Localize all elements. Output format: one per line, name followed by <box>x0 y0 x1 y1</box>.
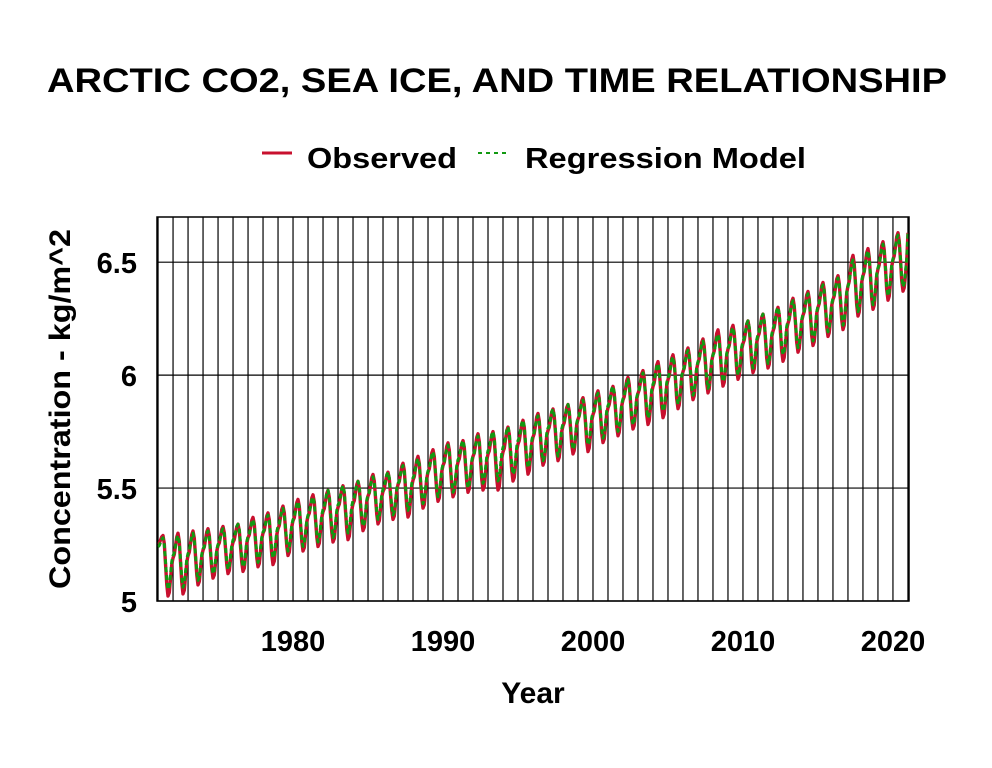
series-line-regression-model <box>156 232 910 591</box>
x-axis-tick-labels: 1980 1990 2000 2010 2020 <box>261 626 925 658</box>
y-tick-label: 6 <box>121 361 137 393</box>
vertical-gridlines <box>157 217 909 601</box>
plot-area <box>156 216 910 602</box>
y-tick-label: 6.5 <box>97 248 137 280</box>
plot-border <box>156 216 910 602</box>
legend-label-regression-model: Regression Model <box>525 143 806 175</box>
legend: Observed Regression Model <box>262 143 806 175</box>
x-tick-label: 2000 <box>561 626 626 658</box>
y-axis-title: Concentration - kg/m^2 <box>44 229 77 589</box>
legend-label-observed: Observed <box>307 143 457 175</box>
x-tick-label: 2010 <box>711 626 776 658</box>
y-axis-tick-labels: 5 5.5 6 6.5 <box>97 248 137 619</box>
x-tick-label: 1980 <box>261 626 326 658</box>
chart-title: ARCTIC CO2, SEA ICE, AND TIME RELATIONSH… <box>47 62 947 100</box>
series-layer <box>156 231 910 598</box>
x-tick-label: 1990 <box>411 626 476 658</box>
x-axis-title: Year <box>501 677 565 710</box>
x-tick-label: 2020 <box>861 626 926 658</box>
y-tick-label: 5 <box>121 587 137 619</box>
y-tick-label: 5.5 <box>97 474 137 506</box>
